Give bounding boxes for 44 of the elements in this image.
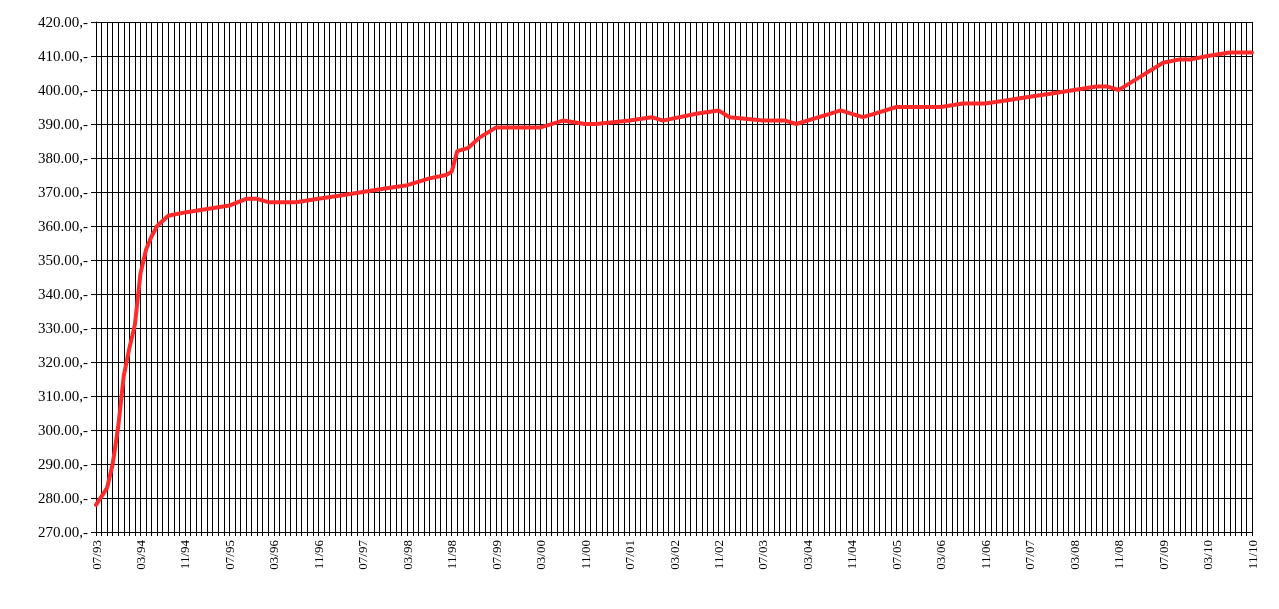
y-tick-label: 270.00,- bbox=[38, 524, 88, 540]
line-series bbox=[94, 50, 1254, 507]
x-tick-label: 11/94 bbox=[177, 539, 193, 570]
x-tick-label: 03/10 bbox=[1200, 540, 1216, 570]
x-tick-label: 11/96 bbox=[310, 539, 326, 570]
y-tick-label: 280.00,- bbox=[38, 490, 88, 506]
x-tick-label: 07/99 bbox=[488, 540, 504, 570]
y-tick-label: 300.00,- bbox=[38, 422, 88, 438]
y-tick-label: 370.00,- bbox=[38, 184, 88, 200]
y-tick-label: 400.00,- bbox=[38, 82, 88, 98]
x-tick-label: 07/01 bbox=[622, 540, 638, 570]
x-tick-label: 11/02 bbox=[710, 540, 726, 570]
x-tick-label: 03/06 bbox=[933, 539, 949, 570]
x-tick-label: 07/95 bbox=[221, 540, 237, 570]
y-tick-label: 390.00,- bbox=[38, 116, 88, 132]
x-tick-label: 07/07 bbox=[1022, 539, 1038, 570]
y-tick-label: 290.00,- bbox=[38, 456, 88, 472]
x-tick-label: 11/00 bbox=[577, 540, 593, 570]
y-tick-label: 420.00,- bbox=[38, 14, 88, 30]
y-tick-label: 340.00,- bbox=[38, 286, 88, 302]
x-tick-label: 03/00 bbox=[533, 540, 549, 570]
y-tick-label: 380.00,- bbox=[38, 150, 88, 166]
y-tick-label: 330.00,- bbox=[38, 320, 88, 336]
x-tick-label: 11/04 bbox=[844, 539, 860, 570]
x-tick-label: 03/04 bbox=[799, 539, 815, 570]
y-tick-label: 320.00,- bbox=[38, 354, 88, 370]
x-tick-label: 07/97 bbox=[355, 539, 371, 570]
y-tick-label: 350.00,- bbox=[38, 252, 88, 268]
x-tick-label: 07/03 bbox=[755, 540, 771, 570]
x-tick-label: 11/98 bbox=[444, 540, 460, 570]
x-tick-label: 03/02 bbox=[666, 540, 682, 570]
x-tick-label: 07/09 bbox=[1155, 540, 1171, 570]
x-tick-label: 07/05 bbox=[888, 540, 904, 570]
y-tick-label: 410.00,- bbox=[38, 48, 88, 64]
y-tick-label: 310.00,- bbox=[38, 388, 88, 404]
x-tick-label: 11/06 bbox=[977, 539, 993, 570]
x-tick-label: 03/96 bbox=[266, 539, 282, 570]
x-tick-label: 03/98 bbox=[399, 540, 415, 570]
x-tick-label: 11/08 bbox=[1111, 540, 1127, 570]
x-tick-label: 11/10 bbox=[1244, 540, 1260, 570]
x-tick-label: 03/08 bbox=[1066, 540, 1082, 570]
x-tick-label: 07/93 bbox=[88, 540, 104, 570]
x-tick-label: 03/94 bbox=[132, 539, 148, 570]
y-tick-label: 360.00,- bbox=[38, 218, 88, 234]
